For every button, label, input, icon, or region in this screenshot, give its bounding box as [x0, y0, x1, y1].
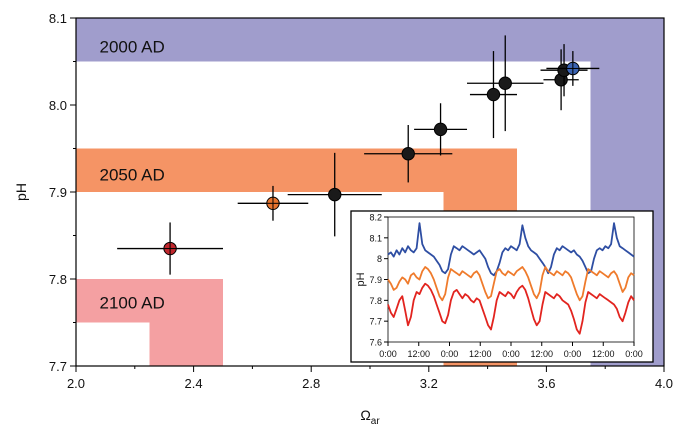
region-band — [76, 279, 223, 366]
y-tick-label: 8.0 — [49, 98, 67, 113]
point-marker — [486, 87, 501, 102]
region-label: 2100 AD — [100, 293, 165, 312]
inset-x-tick-label: 0:00 — [564, 349, 582, 359]
region-label: 2050 AD — [100, 166, 165, 185]
inset-y-tick-label: 7.9 — [369, 275, 382, 285]
x-tick-label: 4.0 — [655, 376, 673, 391]
inset-y-tick-label: 8.2 — [369, 213, 382, 223]
x-tick-label: 2.4 — [185, 376, 203, 391]
inset-x-tick-label: 0:00 — [502, 349, 520, 359]
inset-series-line — [387, 222, 635, 277]
point-marker — [328, 187, 342, 202]
inset-x-tick-label: 12:00 — [407, 349, 430, 359]
inset-y-axis-label: pH — [355, 272, 367, 286]
inset-series-line — [387, 266, 635, 302]
inset-y-tick-label: 7.8 — [369, 296, 382, 306]
data-point — [117, 222, 223, 275]
inset-x-tick-label: 12:00 — [530, 349, 553, 359]
point-marker — [433, 122, 448, 137]
data-point — [414, 103, 468, 156]
inset-x-tick-label: 12:00 — [469, 349, 492, 359]
inset-x-tick-label: 12:00 — [592, 349, 615, 359]
y-tick-label: 7.9 — [49, 185, 67, 200]
x-tick-label: 3.2 — [420, 376, 438, 391]
y-axis-label: pH — [13, 183, 29, 201]
data-point — [469, 51, 517, 139]
x-axis-label: Ωar — [360, 407, 380, 427]
region-label: 2000 AD — [100, 38, 165, 57]
inset-y-tick-label: 7.7 — [369, 317, 382, 327]
inset-series-line — [387, 282, 635, 335]
x-tick-label: 2.0 — [67, 376, 85, 391]
inset-box — [350, 210, 654, 363]
x-tick-label: 3.6 — [537, 376, 555, 391]
point-marker — [401, 147, 415, 161]
inset-x-tick-label: 0:00 — [379, 349, 397, 359]
x-tick-label: 2.8 — [302, 376, 320, 391]
inset-y-tick-label: 7.6 — [369, 338, 382, 348]
y-tick-label: 7.8 — [49, 272, 67, 287]
y-tick-label: 7.7 — [49, 359, 67, 374]
inset-y-tick-label: 8.1 — [369, 233, 382, 243]
inset-x-tick-label: 0:00 — [625, 349, 643, 359]
inset-y-tick-label: 8 — [377, 254, 382, 264]
inset-plot: 7.6 7.7 7.8 7.9 8 8.1 8.2 0:00 12:00 0:00 12:00 0:0… — [350, 210, 654, 363]
data-point — [364, 125, 453, 183]
point-marker — [498, 76, 512, 90]
data-point — [287, 152, 382, 237]
inset-x-tick-label: 0:00 — [441, 349, 459, 359]
data-point — [467, 35, 544, 132]
data-point — [237, 185, 309, 221]
data-point — [546, 51, 600, 86]
y-tick-label: 8.1 — [49, 11, 67, 26]
